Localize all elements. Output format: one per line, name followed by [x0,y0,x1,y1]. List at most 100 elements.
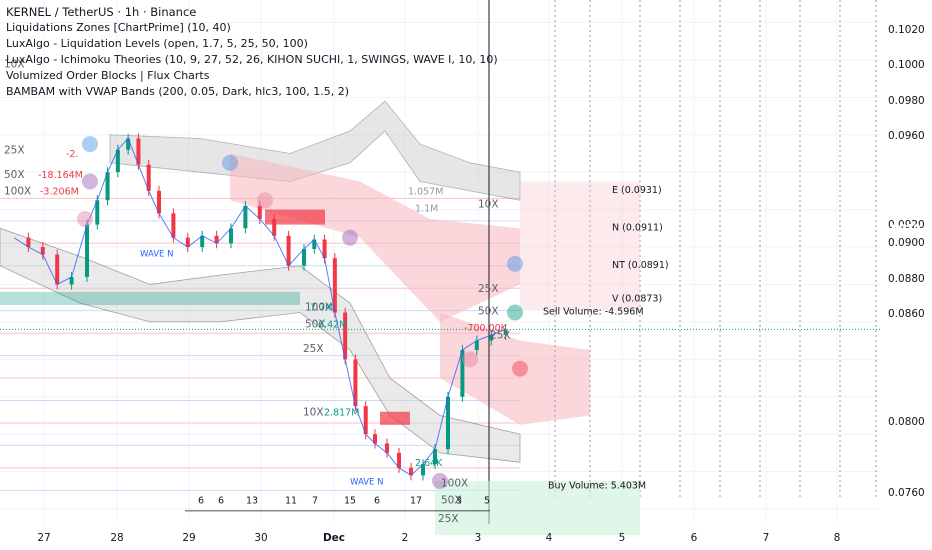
candle-body [286,235,291,266]
symbol-title[interactable]: KERNEL / TetherUS · 1h · Binance [6,5,197,19]
leverage-label: 10X [4,58,25,70]
liquidation-value-label: 7.7M [310,303,333,314]
liquidation-value-label: -3.206M [40,187,79,198]
liquidation-value-label: 2.64K [415,458,443,469]
candle-body [433,449,437,465]
price-badge: 0.0946 [880,162,921,174]
kihon-count: 6 [218,495,224,506]
leverage-label: 25X [4,144,25,156]
liquidation-value-label: 1.1M [415,203,438,214]
leverage-label: 10X [303,406,324,418]
liquidation-bubble [342,229,358,246]
time-tick: 28 [110,532,124,544]
price-badge: 0.0851 [880,344,921,356]
candle-body [353,359,358,407]
price-badge: 0.0783 [880,433,921,445]
liquidation-bubble [507,304,523,321]
kihon-count: 6 [198,495,204,506]
candle-body [421,464,425,476]
ichimoku-level-label: N (0.0911) [612,222,663,233]
time-tick: Dec [322,532,346,544]
indicator-ichimoku-theories[interactable]: LuxAlgo - Ichimoku Theories (10, 9, 27, … [6,53,498,66]
candle-body [343,312,348,360]
indicator-bambam-vwap[interactable]: BAMBAM with VWAP Bands (200, 0.05, Dark,… [6,85,350,98]
sell-volume-label: Sell Volume: -4.596M [543,307,644,318]
indicator-volumized-order-blocks[interactable]: Volumized Order Blocks | Flux Charts [6,69,210,82]
liquidation-bubble [257,192,273,209]
price-badge: 0.0823 [880,376,921,388]
price-tick: 0.0860 [888,308,925,320]
ichimoku-level-label: NT (0.0891) [612,260,669,271]
candle-body [243,205,248,229]
candle-body [397,452,401,468]
indicator-legend: KERNEL / TetherUS · 1h · Binance Liquida… [6,4,498,100]
price-axis[interactable]: 0.1020 0.1000 0.0980 0.0960 0.0920 0.090… [880,0,932,524]
price-tick: 0.0980 [888,95,925,107]
price-tick: 0.0900 [888,237,925,249]
leverage-label: 50X [305,319,326,331]
candle-body [157,190,161,214]
time-tick: 4 [545,532,553,544]
liquidation-bubble [222,154,238,171]
leverage-label: 50X [4,169,25,181]
liquidation-bubble [77,210,93,227]
bearish-order-block [380,411,410,425]
liquidation-bubble [462,351,478,368]
candle-body [257,205,262,219]
leverage-label: 100X [305,302,332,314]
liquidation-value-label: -18.164M [38,170,83,181]
countdown-badge: 44:26 [880,331,914,343]
leverage-label: 25X [478,283,499,295]
price-tick: 0.0800 [888,416,925,428]
liquidation-bubble [507,255,523,272]
candle-body [446,396,450,450]
indicator-liquidation-levels[interactable]: LuxAlgo - Liquidation Levels (open, 1.7,… [6,37,308,50]
candle-body [385,443,389,453]
leverage-label: 100X [4,186,31,198]
liquidation-value-label: 2.817M [324,407,359,418]
price-badge: 0.0910 [880,223,921,235]
indicator-liquidation-zones[interactable]: Liquidations Zones [ChartPrime] (10, 40) [6,21,231,34]
time-tick: 27 [37,532,51,544]
wave-label: WAVE N [140,249,173,259]
candle-body [474,340,479,350]
bullish-order-block [0,291,300,306]
leverage-label: 100X [441,478,468,490]
candle-body [171,213,176,238]
time-tick: 3 [474,532,482,544]
time-tick: 29 [182,532,196,544]
price-tick: 0.1020 [888,24,925,36]
candle-body [489,334,494,341]
price-tick: 0.0760 [888,487,925,499]
candle-body [229,228,233,244]
price-tick: 0.1000 [888,59,925,71]
candle-body [272,218,277,236]
wave-label: WAVE N [350,478,383,488]
time-axis[interactable]: 27 28 29 30 Dec 2 3 4 5 6 7 8 [0,524,880,550]
time-tick: 6 [690,532,698,544]
candle-body [185,237,190,248]
candle-body [115,149,120,173]
candle-body [332,258,337,313]
candle-body [95,200,100,225]
candle-body [312,239,317,249]
leverage-label: 25X [438,513,459,525]
time-tick: 7 [762,532,770,544]
liquidation-bubble [82,136,98,153]
candle-body [126,138,131,150]
candle-body [363,406,368,435]
ichimoku-level-label: E (0.0931) [612,185,662,196]
liquidation-value-label: -700.00K [464,323,508,334]
price-tick: 0.0960 [888,130,925,142]
current-price-badge: 0.0856 [880,317,921,329]
kihon-count: 6 [374,495,380,506]
ichimoku-level-label: V (0.0873) [612,294,662,305]
candle-body [460,349,465,397]
price-badge: 0.0759 [880,473,921,485]
kijun-line [13,137,506,476]
kihon-count: 11 [285,495,297,506]
liquidation-value-label: 1.057M [408,187,443,198]
candle-body [214,235,219,244]
